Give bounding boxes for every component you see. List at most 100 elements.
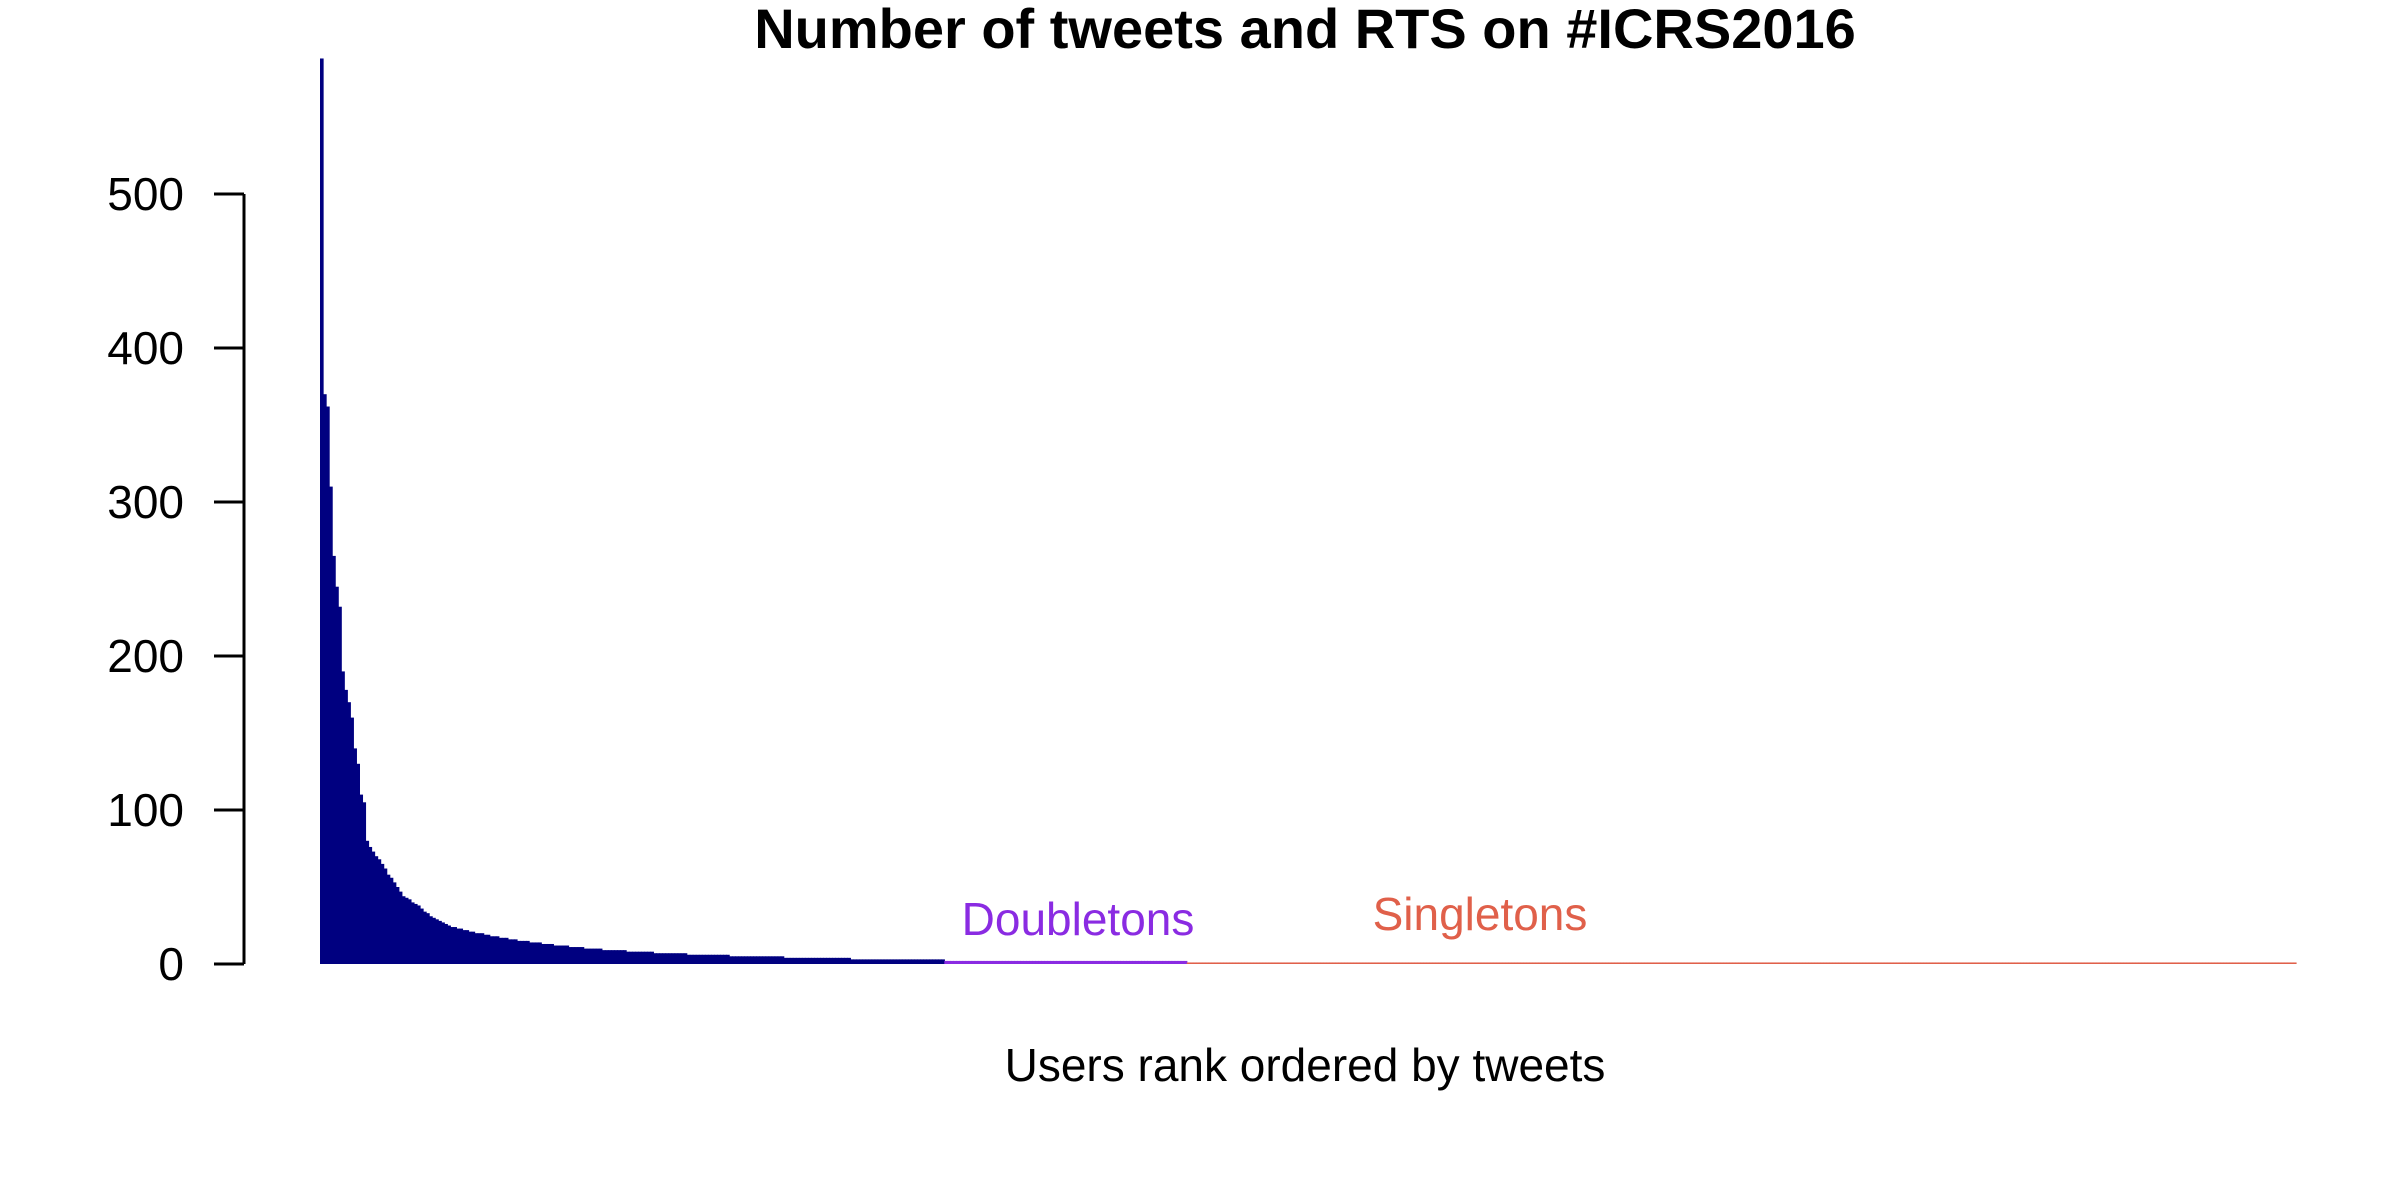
singleton-bar [1207, 962, 1212, 964]
bar [541, 943, 545, 964]
bar [941, 959, 945, 964]
bar [768, 956, 773, 964]
bar [762, 956, 767, 964]
bar [392, 882, 397, 964]
bar [726, 954, 730, 964]
singleton-bar [2268, 962, 2273, 964]
singleton-bar [1329, 962, 1333, 964]
singleton-bar [2165, 962, 2170, 964]
doubleton-bar [1126, 960, 1130, 964]
singleton-bar [1241, 962, 1245, 964]
singleton-bar [1289, 962, 1294, 964]
bar [738, 956, 742, 964]
bar [677, 953, 682, 964]
singleton-bar [1380, 962, 1385, 964]
bar [383, 868, 388, 964]
singleton-bar [1250, 962, 1255, 964]
bar [853, 959, 858, 964]
singleton-bar [2174, 962, 2179, 964]
singleton-bar [1941, 962, 1946, 964]
singleton-bar [2168, 962, 2173, 964]
bar [532, 942, 536, 964]
bar [650, 951, 654, 964]
singleton-bar [1474, 962, 1479, 964]
doubleton-bar [947, 960, 951, 964]
bar [632, 951, 636, 964]
singleton-bar [1486, 962, 1491, 964]
singleton-bar [2120, 962, 2124, 964]
singleton-bar [2068, 962, 2073, 964]
singleton-bar [2199, 962, 2203, 964]
doubleton-bar [1077, 960, 1082, 964]
singleton-bar [1562, 962, 1567, 964]
singleton-bar [1423, 962, 1427, 964]
singleton-bar [2226, 962, 2230, 964]
singleton-bar [2229, 962, 2233, 964]
bar [795, 957, 800, 964]
bar [495, 936, 500, 964]
doubleton-bar [1065, 960, 1070, 964]
doubleton-bar [1104, 960, 1109, 964]
doubleton-bar [959, 960, 964, 964]
singleton-bar [1429, 962, 1433, 964]
bar [741, 956, 745, 964]
singleton-bar [2114, 962, 2118, 964]
bar [792, 957, 797, 964]
singleton-bar [1695, 962, 1700, 964]
singleton-bar [1223, 962, 1227, 964]
singleton-bar [1826, 962, 1830, 964]
doubleton-bar [1107, 960, 1112, 964]
singleton-bar [1832, 962, 1836, 964]
bar [577, 947, 582, 964]
bar [371, 851, 376, 964]
singleton-bar [1495, 962, 1500, 964]
singleton-bar [1535, 962, 1539, 964]
singleton-bar [1786, 962, 1791, 964]
bar [910, 959, 915, 964]
singleton-bar [2144, 962, 2149, 964]
singleton-bar [1229, 962, 1233, 964]
singleton-bar [2177, 962, 2182, 964]
singleton-bar [1235, 962, 1239, 964]
bar [898, 959, 903, 964]
singleton-bar [1980, 962, 1985, 964]
singleton-bar [1356, 962, 1361, 964]
bar [404, 897, 409, 964]
doubleton-bar [1080, 960, 1085, 964]
singleton-bar [1747, 962, 1752, 964]
singleton-bar [2150, 962, 2155, 964]
bar [480, 933, 485, 964]
bar [441, 922, 445, 964]
bar [674, 953, 679, 964]
bar [759, 956, 764, 964]
chart-title: Number of tweets and RTS on #ICRS2016 [754, 0, 1856, 60]
bar [723, 954, 727, 964]
singleton-bar [2256, 962, 2261, 964]
singleton-bar [1862, 962, 1867, 964]
singleton-bar [2156, 962, 2161, 964]
doubleton-bar [1165, 960, 1170, 964]
singleton-bar [1368, 962, 1373, 964]
singleton-bar [2111, 962, 2115, 964]
singleton-bar [1617, 962, 1621, 964]
singleton-bar [2274, 962, 2279, 964]
bar [520, 940, 524, 964]
doubleton-bar [1159, 960, 1164, 964]
singleton-bar [2147, 962, 2152, 964]
doubleton-bar [995, 960, 1000, 964]
bar [826, 957, 830, 964]
bar [607, 950, 612, 964]
singleton-bar [1362, 962, 1367, 964]
singleton-bar [1992, 962, 1997, 964]
bar [926, 959, 930, 964]
bar [501, 937, 506, 964]
bar [635, 951, 639, 964]
bar [647, 951, 651, 964]
bar [413, 903, 418, 964]
doubleton-bar [1053, 960, 1058, 964]
singleton-bar [1338, 962, 1342, 964]
bar [510, 939, 515, 964]
y-tick-label: 300 [107, 476, 184, 528]
bar [416, 905, 421, 964]
